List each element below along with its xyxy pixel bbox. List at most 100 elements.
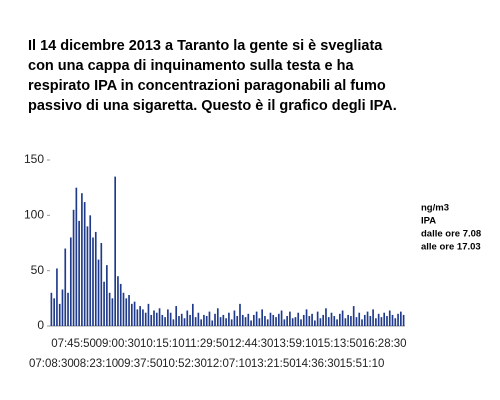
bar xyxy=(261,309,263,326)
bar xyxy=(180,313,183,326)
bar xyxy=(225,318,227,326)
bar xyxy=(366,311,369,326)
bar xyxy=(330,312,333,326)
bar xyxy=(136,309,139,326)
bar xyxy=(169,312,172,326)
bar xyxy=(178,316,180,326)
bar xyxy=(363,314,366,326)
bar xyxy=(383,312,386,326)
bar xyxy=(400,311,402,326)
bar xyxy=(269,312,272,326)
bar xyxy=(241,314,244,326)
bar xyxy=(197,312,200,326)
bar xyxy=(75,187,78,326)
annotation: IPA xyxy=(421,216,436,227)
bar xyxy=(161,314,164,326)
bar xyxy=(200,319,202,326)
title-line: respirato IPA in concentrazioni paragona… xyxy=(28,78,386,94)
bar xyxy=(228,312,230,326)
bar xyxy=(186,310,189,326)
bar xyxy=(325,308,327,326)
bar xyxy=(291,318,294,326)
bar xyxy=(50,292,53,326)
annotation: dalle ore 7.08 xyxy=(421,229,481,240)
bar xyxy=(369,316,372,326)
bar xyxy=(377,313,380,326)
bar xyxy=(347,314,349,326)
bar xyxy=(155,312,158,326)
bar xyxy=(230,319,233,326)
bar xyxy=(114,176,117,326)
bar xyxy=(192,303,194,326)
bar xyxy=(153,310,155,326)
annotation: alle ore 17.03 xyxy=(421,242,481,253)
bar xyxy=(402,314,405,326)
bar xyxy=(244,317,247,326)
bar xyxy=(89,215,92,326)
bar xyxy=(167,309,169,326)
x-tick-label: 13:21:50 xyxy=(251,358,296,370)
bar xyxy=(133,301,136,326)
bar xyxy=(247,313,250,326)
x-tick-label: 13:59:10 xyxy=(273,338,318,350)
bar xyxy=(144,312,147,326)
bar xyxy=(94,231,97,326)
bar xyxy=(81,193,83,326)
bar xyxy=(194,317,197,326)
y-tick-label: 0 xyxy=(37,318,44,332)
x-tick-label: 09:37:50 xyxy=(118,358,163,370)
x-tick-label: 07:45:50 xyxy=(51,338,96,350)
bar xyxy=(336,319,338,326)
bar xyxy=(211,320,214,326)
title: Il 14 dicembre 2013 a Taranto la gente s… xyxy=(28,38,397,114)
x-tick-label: 14:36:30 xyxy=(295,358,340,370)
bar xyxy=(322,314,325,326)
x-tick-label: 15:13:50 xyxy=(317,338,362,350)
bar xyxy=(108,292,111,326)
y-tick-label: 150 xyxy=(24,152,44,166)
bar xyxy=(67,292,69,326)
bar xyxy=(300,319,302,326)
x-tick-label: 12:44:30 xyxy=(229,338,274,350)
x-tick-label: 09:00:30 xyxy=(96,338,141,350)
bar xyxy=(72,209,75,326)
bar xyxy=(283,319,286,326)
bar xyxy=(350,316,352,326)
bar xyxy=(255,311,258,326)
bar xyxy=(280,310,283,326)
bar xyxy=(302,314,305,326)
bar xyxy=(341,310,344,326)
x-tick-label: 15:51:10 xyxy=(340,358,385,370)
bar xyxy=(78,220,80,326)
bar xyxy=(61,289,64,326)
bar xyxy=(358,312,361,326)
x-tick-label: 10:52:30 xyxy=(162,358,207,370)
bar xyxy=(311,313,313,326)
x-tick-label: 16:28:30 xyxy=(362,338,407,350)
bar xyxy=(250,320,252,326)
bar xyxy=(64,248,67,326)
bar xyxy=(97,259,100,326)
bar xyxy=(386,316,388,326)
bar xyxy=(272,314,275,326)
bar xyxy=(236,316,239,326)
bar xyxy=(119,283,122,326)
x-tick-label: 11:29:50 xyxy=(185,338,229,350)
bar xyxy=(189,314,191,326)
bar xyxy=(203,314,205,326)
y-tick-label: 100 xyxy=(24,208,44,222)
x-tick-label: 07:08:30 xyxy=(29,358,74,370)
bar xyxy=(58,303,61,326)
bar xyxy=(106,265,108,326)
bar xyxy=(397,313,399,326)
bar xyxy=(158,308,161,326)
bar xyxy=(219,317,222,326)
bar xyxy=(100,243,103,326)
bar xyxy=(142,309,144,326)
bar xyxy=(266,319,269,326)
bar xyxy=(352,306,355,326)
bar xyxy=(361,319,363,326)
bar xyxy=(327,317,330,326)
bar xyxy=(139,306,141,326)
